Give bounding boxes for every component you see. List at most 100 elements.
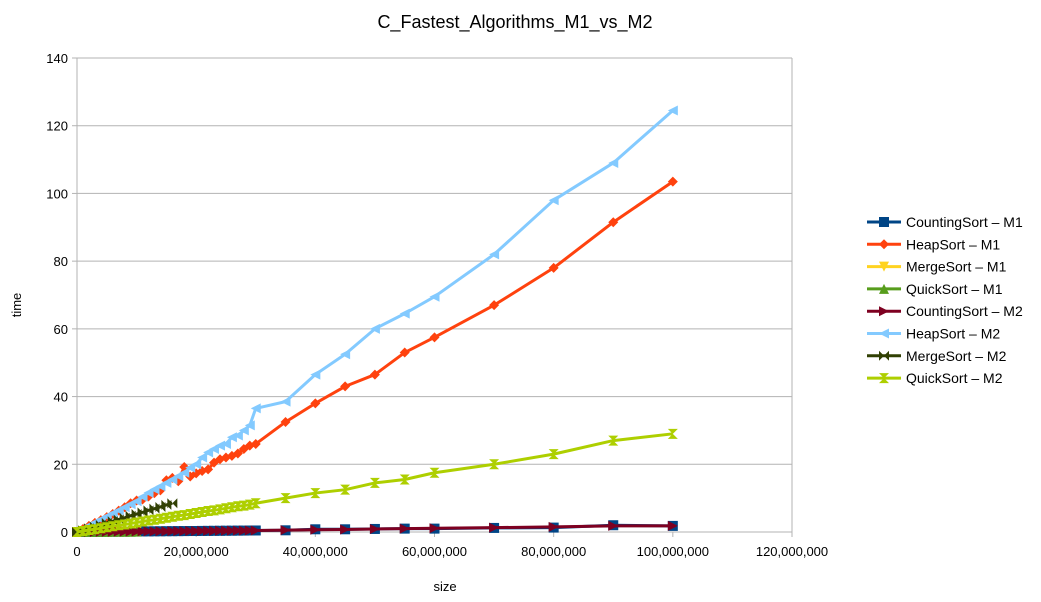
triangle-right-marker (203, 525, 214, 536)
triangle-left-marker (167, 474, 178, 485)
chart-title: C_Fastest_Algorithms_M1_vs_M2 (377, 12, 652, 33)
y-tick-label: 100 (46, 186, 68, 201)
triangle-left-marker (280, 396, 291, 407)
legend-label: CountingSort – M1 (906, 214, 1023, 230)
diamond-marker (879, 239, 889, 250)
diamond-marker (667, 176, 678, 187)
hourglass-marker (879, 373, 889, 384)
triangle-left-marker (161, 477, 172, 488)
triangle-left-marker (399, 308, 410, 319)
diamond-marker (548, 262, 559, 273)
triangle-left-marker (340, 349, 351, 360)
triangle-right-marker (149, 526, 160, 537)
triangle-right-marker (209, 525, 220, 536)
x-tick-label: 0 (73, 544, 80, 559)
hourglass-marker (191, 508, 202, 519)
triangle-left-marker (489, 249, 500, 260)
legend-label: QuickSort – M1 (906, 281, 1003, 297)
diamond-marker (280, 416, 291, 427)
triangle-left-marker (203, 447, 214, 458)
triangle-right-marker (185, 526, 196, 537)
x-tick-label: 120,000,000 (756, 544, 828, 559)
hourglass-marker (83, 524, 94, 535)
triangle-left-marker (429, 291, 440, 302)
bowtie-marker (879, 350, 889, 361)
hourglass-marker (173, 510, 184, 521)
triangle-left-marker (250, 403, 261, 414)
diamond-marker (429, 332, 440, 343)
triangle-left-marker (185, 462, 196, 473)
hourglass-marker (113, 520, 124, 531)
triangle-left-marker (244, 420, 255, 431)
hourglass-marker (489, 459, 500, 470)
hourglass-marker (179, 510, 190, 521)
triangle-up-marker (879, 283, 889, 294)
hourglass-marker (548, 449, 559, 460)
diamond-marker (608, 217, 619, 228)
x-tick-label: 40,000,000 (283, 544, 348, 559)
series-quicksort-m2 (72, 428, 678, 537)
triangle-right-marker (215, 525, 225, 536)
legend-item: QuickSort – M1 (867, 281, 1003, 297)
triangle-right-marker (244, 525, 255, 536)
triangle-left-marker (173, 471, 184, 482)
hourglass-marker (143, 515, 154, 526)
x-tick-label: 80,000,000 (521, 544, 586, 559)
diamond-marker (399, 347, 410, 358)
legend-label: CountingSort – M2 (906, 303, 1023, 319)
triangle-left-marker (226, 432, 237, 443)
triangle-right-marker (131, 526, 142, 537)
hourglass-marker (369, 477, 380, 488)
y-tick-label: 20 (54, 457, 68, 472)
series-heapsort-m2 (72, 105, 678, 537)
triangle-right-marker (399, 523, 410, 534)
triangle-right-marker (280, 525, 291, 536)
y-tick-label: 80 (54, 254, 68, 269)
legend-item: QuickSort – M2 (867, 370, 1003, 386)
triangle-right-marker (137, 526, 148, 537)
legend-item: HeapSort – M1 (867, 236, 1000, 252)
legend-item: HeapSort – M2 (867, 326, 1000, 342)
triangle-right-marker (429, 523, 440, 534)
triangle-right-marker (232, 525, 243, 536)
hourglass-marker (203, 506, 214, 517)
legend-label: QuickSort – M2 (906, 370, 1003, 386)
hourglass-marker (310, 488, 321, 499)
legend-item: MergeSort – M2 (867, 348, 1007, 364)
legend: CountingSort – M1 HeapSort – M1 MergeSort … (867, 214, 1023, 386)
y-tick-label: 60 (54, 322, 68, 337)
triangle-right-marker (161, 526, 172, 537)
triangle-left-marker (369, 323, 380, 334)
series-layer (72, 105, 678, 537)
triangle-left-marker (197, 452, 208, 463)
triangle-right-marker (179, 526, 190, 537)
triangle-right-marker (608, 520, 619, 531)
triangle-left-marker (220, 438, 231, 449)
axes: 0 20 40 60 80 100 120 140 0 20,000,000 40,000,000 6… (46, 51, 828, 559)
triangle-right-marker (220, 525, 231, 536)
square-marker (879, 217, 889, 227)
legend-label: MergeSort – M1 (906, 259, 1007, 275)
legend-label: HeapSort – M1 (906, 236, 1000, 252)
legend-label: HeapSort – M2 (906, 326, 1000, 342)
x-tick-label: 100,000,000 (637, 544, 709, 559)
triangle-down-marker (879, 261, 889, 272)
triangle-right-marker (879, 306, 889, 317)
triangle-left-marker (143, 487, 154, 498)
triangle-right-marker (548, 521, 559, 532)
triangle-right-marker (155, 526, 166, 537)
triangle-right-marker (667, 520, 678, 531)
triangle-right-marker (310, 524, 321, 535)
x-axis-label: size (433, 579, 456, 594)
triangle-left-marker (209, 444, 220, 455)
triangle-left-marker (232, 430, 243, 441)
diamond-marker (203, 464, 214, 475)
legend-item: CountingSort – M1 (867, 214, 1023, 230)
triangle-left-marker (191, 459, 202, 470)
triangle-right-marker (197, 525, 208, 536)
diamond-marker (369, 369, 380, 380)
triangle-left-marker (879, 328, 889, 339)
triangle-right-marker (238, 525, 249, 536)
legend-item: MergeSort – M1 (867, 259, 1007, 275)
